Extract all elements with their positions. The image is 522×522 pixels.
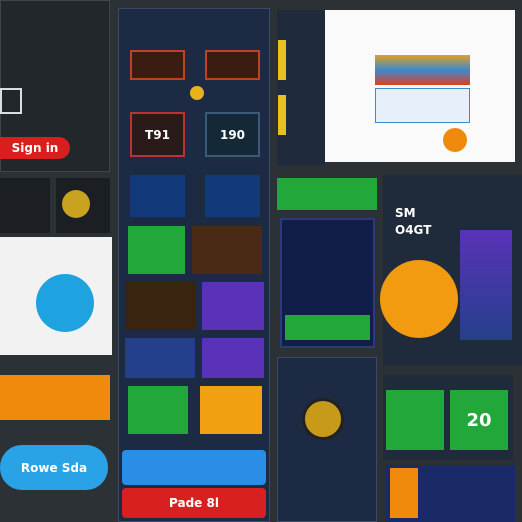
tile[interactable] [128, 226, 185, 274]
tile[interactable]: T91 [130, 112, 185, 157]
icon [0, 88, 22, 114]
tile [130, 50, 185, 80]
button[interactable]: Pade 8l [122, 488, 266, 518]
tile[interactable] [128, 386, 188, 434]
chart [375, 55, 470, 85]
icon [302, 398, 344, 440]
tile [130, 175, 185, 217]
header-bar [277, 178, 377, 210]
tile [205, 50, 260, 80]
circle-button[interactable] [380, 260, 458, 338]
label: SM [395, 206, 416, 220]
label: O4GT [395, 223, 432, 237]
tile[interactable] [192, 226, 262, 274]
chart-card [325, 10, 515, 162]
tab[interactable] [278, 40, 286, 80]
tile[interactable] [202, 338, 264, 378]
circle-button[interactable] [36, 274, 94, 332]
sidebar [277, 10, 325, 165]
icon [62, 190, 90, 218]
tile[interactable] [386, 390, 444, 450]
tile[interactable]: 190 [205, 112, 260, 157]
tile[interactable] [202, 282, 264, 330]
tile[interactable] [125, 282, 195, 330]
tile[interactable] [125, 338, 195, 378]
chart [375, 88, 470, 123]
tile [0, 178, 50, 233]
icon [443, 128, 467, 152]
tile [205, 175, 260, 217]
button[interactable] [285, 315, 370, 340]
tile[interactable]: 20 [450, 390, 508, 450]
tile[interactable] [200, 386, 262, 434]
button[interactable] [122, 450, 266, 485]
banner [0, 375, 110, 420]
tab[interactable] [278, 95, 286, 135]
pill-button[interactable]: Rowe Sda [0, 445, 108, 490]
button[interactable]: Sign in [0, 137, 70, 159]
dot [190, 86, 204, 100]
list [460, 230, 512, 340]
tile [390, 468, 418, 518]
